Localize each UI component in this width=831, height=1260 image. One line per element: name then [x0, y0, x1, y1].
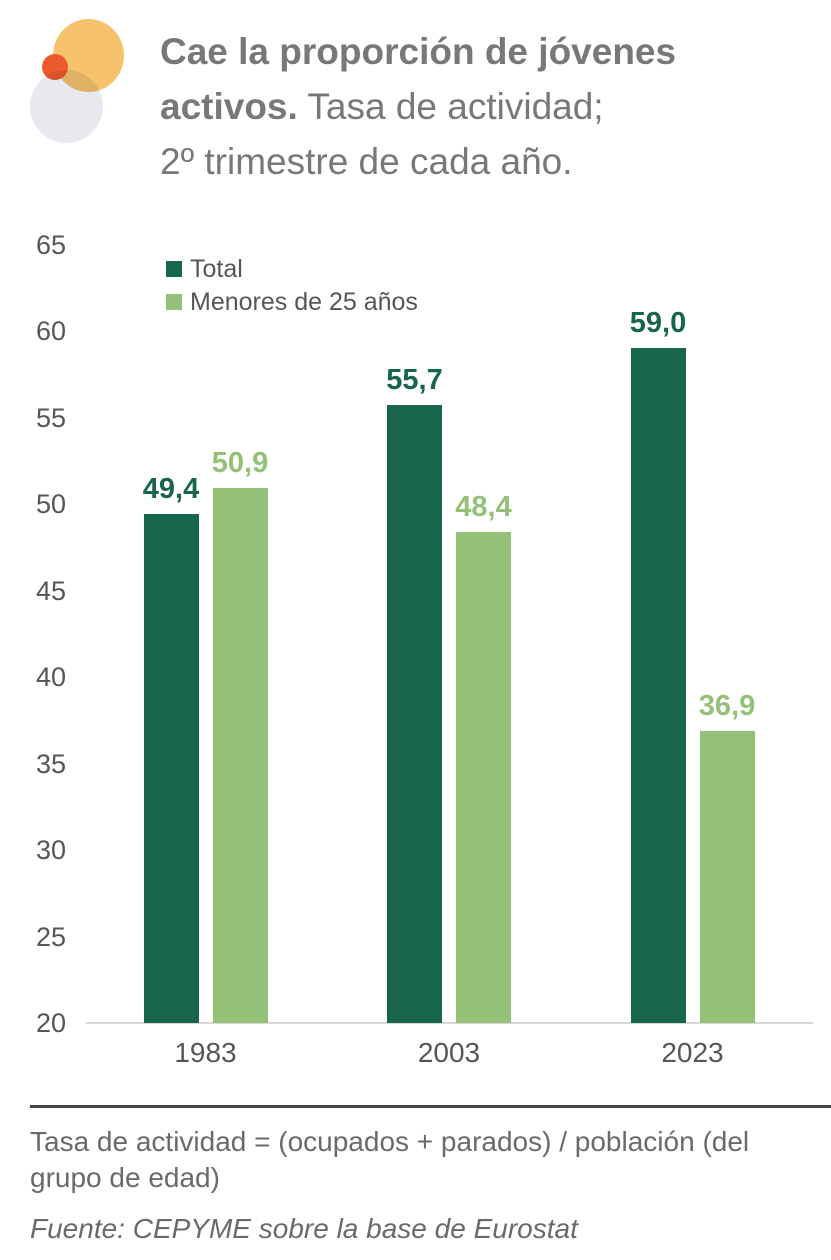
- bar-1983-under-25: [212, 488, 268, 1023]
- logo-gray-circle: [30, 70, 103, 143]
- bar-2023-under-25: [699, 730, 755, 1023]
- bar-value-label: 49,4: [142, 473, 200, 506]
- bar-value-label: 36,9: [698, 689, 756, 722]
- legend-label: Total: [190, 255, 243, 283]
- chart-title: Cae la proporción de jóvenes activos. Ta…: [160, 24, 820, 189]
- bar-2023-total: [630, 348, 686, 1023]
- bar-value-label: 50,9: [211, 447, 269, 480]
- y-axis-tick-label: 60: [35, 316, 66, 346]
- title-line-1: Cae la proporción de jóvenes: [160, 31, 677, 72]
- title-line-3: 2º trimestre de cada año.: [160, 141, 573, 182]
- bar-value-label: 55,7: [386, 364, 443, 397]
- x-axis-category-label: 2003: [417, 1037, 481, 1068]
- x-axis-category-label: 1983: [174, 1037, 237, 1068]
- y-axis-tick-label: 50: [35, 489, 66, 519]
- legend-swatch: [166, 294, 182, 310]
- y-axis-tick-label: 40: [35, 662, 66, 692]
- footer-divider: [30, 1105, 831, 1108]
- y-axis-tick-label: 25: [35, 921, 66, 952]
- legend-swatch: [166, 261, 182, 277]
- legend-item: Menores de 25 años: [166, 289, 418, 315]
- bar-1983-total: [143, 514, 199, 1023]
- bar-value-label: 59,0: [629, 307, 687, 340]
- footnote-definition: Tasa de actividad = (ocupados + parados)…: [30, 1126, 750, 1193]
- y-axis-tick-label: 20: [35, 1008, 66, 1038]
- y-axis-tick-label: 30: [35, 835, 66, 865]
- bar-2003-under-25: [456, 531, 511, 1023]
- y-axis-tick-label: 65: [35, 229, 66, 260]
- source-credit: Fuente: CEPYME sobre la base de Eurostat: [30, 1213, 578, 1244]
- x-axis-category-label: 2023: [661, 1037, 724, 1068]
- bar-2003-total: [387, 405, 442, 1023]
- x-axis-baseline: [86, 1022, 813, 1024]
- y-axis-tick-label: 35: [35, 748, 66, 779]
- legend-label: Menores de 25 años: [190, 288, 418, 316]
- title-line-2: activos. Tasa de actividad;: [160, 86, 604, 127]
- y-axis-tick-label: 55: [35, 402, 66, 433]
- logo: [0, 0, 150, 160]
- bar-value-label: 48,4: [455, 490, 512, 523]
- legend-item: Total: [166, 256, 243, 282]
- y-axis-tick-label: 45: [35, 575, 66, 606]
